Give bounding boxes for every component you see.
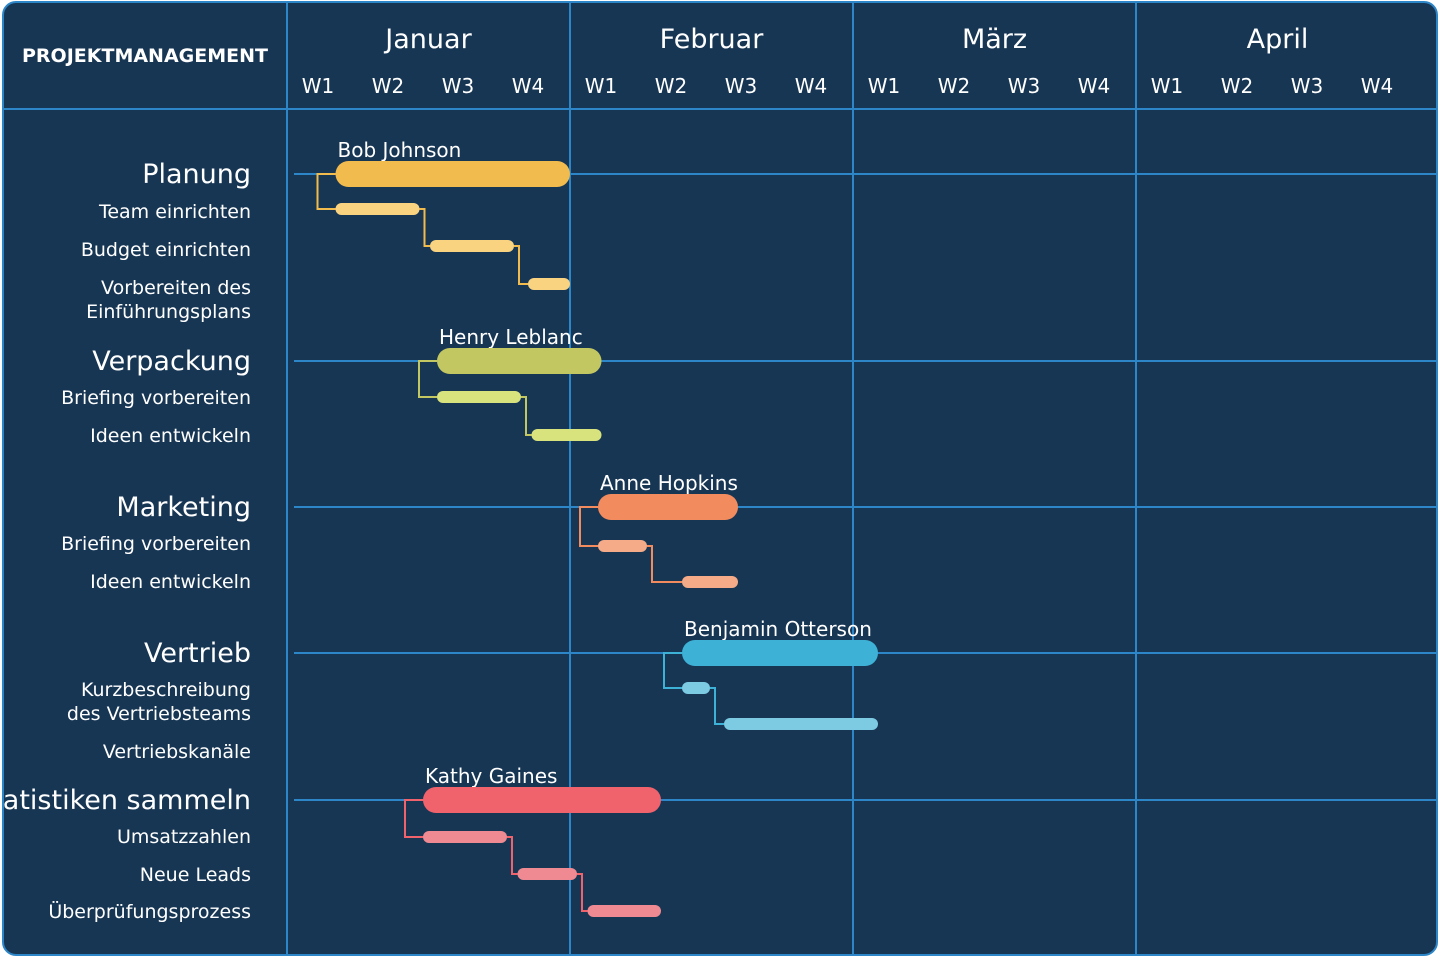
connector-line [710,687,724,725]
task-bar [682,682,710,694]
task-label: Neue Leads [140,864,251,886]
week-label: W2 [1221,74,1254,98]
task-bar [430,240,514,252]
task-label: Vertriebskanäle [103,741,251,763]
task-label: Umsatzzahlen [117,826,251,848]
connector-line [404,799,423,838]
task-bar [531,429,602,441]
week-label: W4 [795,74,828,98]
connector-line [579,506,598,547]
task-bar [517,868,577,880]
week-label: W4 [512,74,545,98]
week-label: W2 [938,74,971,98]
connector-line [419,208,430,247]
owner-label: Kathy Gaines [425,764,557,788]
month-label: Januar [383,24,472,55]
group-bar [437,348,602,374]
task-bar [423,831,507,843]
week-label: W3 [1291,74,1324,98]
week-label: W3 [725,74,758,98]
connector-line [514,245,528,285]
group-label: Verpackung [92,346,251,377]
task-label: Budget einrichten [81,239,251,261]
connector-line [663,652,682,689]
group-label: Statistiken sammeln [4,785,251,816]
group-bar [598,494,738,520]
task-bar [724,718,878,730]
connector-line [521,396,532,436]
task-bar [682,576,738,588]
task-label: Einführungsplans [86,301,251,323]
task-label: Ideen entwickeln [90,571,251,593]
task-bar [587,905,661,917]
task-label: Briefing vorbereiten [61,387,251,409]
owner-label: Bob Johnson [338,138,462,162]
connector-line [647,545,682,583]
month-label: März [962,24,1027,55]
owner-label: Henry Leblanc [439,325,583,349]
month-label: Februar [660,24,765,55]
group-bar [335,161,570,187]
week-label: W3 [442,74,475,98]
week-label: W4 [1361,74,1394,98]
week-label: W1 [868,74,901,98]
week-label: W1 [1151,74,1184,98]
task-label: Ideen entwickeln [90,425,251,447]
task-label: Kurzbeschreibung [81,679,251,701]
group-label: Planung [142,159,251,190]
connector-line [577,873,588,912]
connector-line [316,173,336,210]
week-label: W3 [1008,74,1041,98]
task-bar [437,391,521,403]
week-label: W4 [1078,74,1111,98]
month-label: April [1247,24,1309,55]
week-label: W2 [372,74,405,98]
chart-title: PROJEKTMANAGEMENT [22,45,268,67]
task-bar [528,278,570,290]
week-label: W1 [585,74,618,98]
task-bar [335,203,420,215]
gantt-chart: PROJEKTMANAGEMENT Januar W1 W2 W3 W4 Februar W1… [4,3,1436,954]
task-label: Briefing vorbereiten [61,533,251,555]
task-label: Team einrichten [98,201,251,223]
connector-line [418,360,437,398]
task-label: Überprüfungsprozess [48,900,251,923]
connector-line [507,836,518,875]
group-label: Marketing [116,492,251,523]
group-label: Vertrieb [144,638,251,669]
week-label: W1 [302,74,335,98]
week-label: W2 [655,74,688,98]
owner-label: Benjamin Otterson [684,617,872,641]
task-label: des Vertriebsteams [67,703,251,725]
owner-label: Anne Hopkins [600,471,738,495]
group-bar [423,787,661,813]
group-bar [682,640,878,666]
task-bar [598,540,647,552]
task-label: Vorbereiten des [101,277,251,299]
